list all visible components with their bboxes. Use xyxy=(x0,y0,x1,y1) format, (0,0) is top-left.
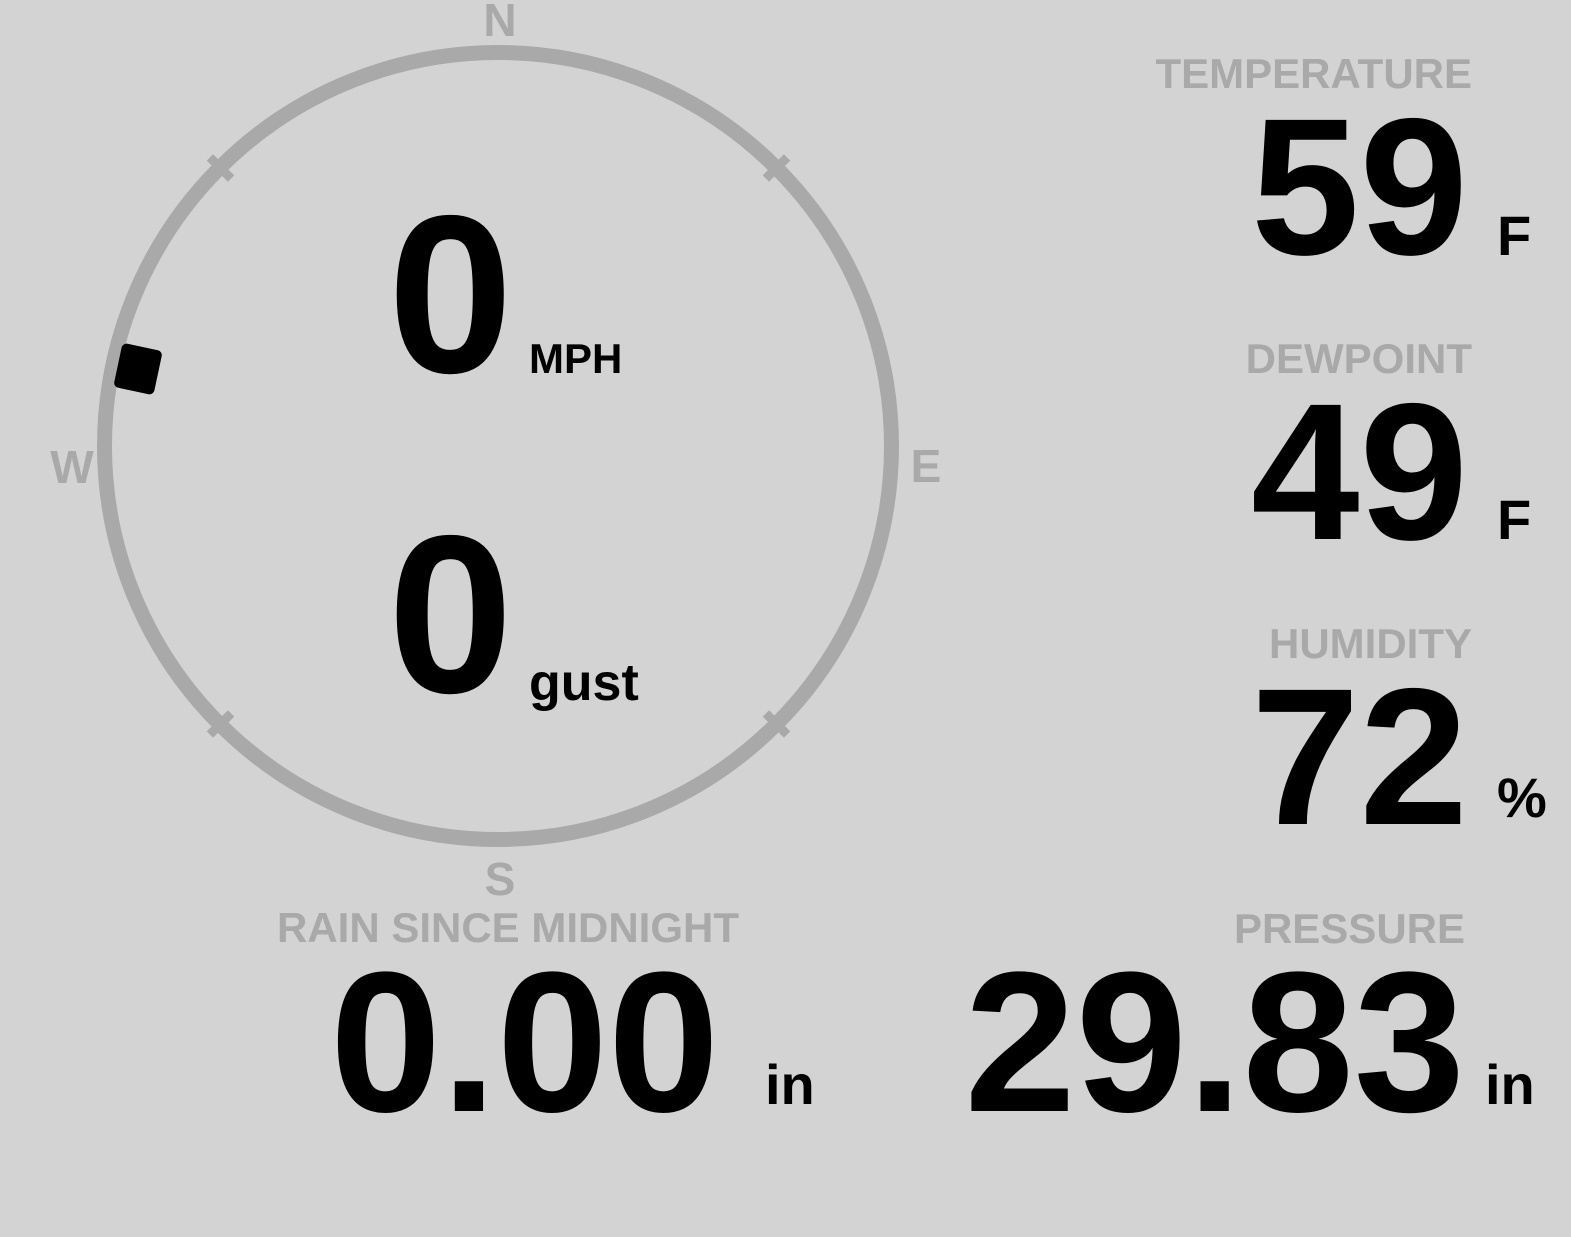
pressure-value: 29.83 xyxy=(964,931,1466,1154)
pressure-unit: in xyxy=(1485,1053,1535,1116)
dewpoint-label: DEWPOINT xyxy=(1245,335,1472,382)
wind-gust-unit: gust xyxy=(529,654,639,712)
humidity-unit: % xyxy=(1497,766,1547,829)
wind-speed-unit: MPH xyxy=(529,335,623,382)
rain-label: RAIN SINCE MIDNIGHT xyxy=(277,904,739,951)
pressure-label: PRESSURE xyxy=(1233,905,1465,952)
dewpoint-value: 49 xyxy=(1251,363,1468,581)
temperature-value: 59 xyxy=(1251,78,1468,296)
compass-label-west: W xyxy=(50,441,94,493)
humidity-value: 72 xyxy=(1251,648,1468,866)
wind-speed-value: 0 xyxy=(387,168,513,420)
compass-label-east: E xyxy=(910,440,942,492)
dewpoint-unit: F xyxy=(1497,488,1532,551)
compass-label-south: S xyxy=(484,853,516,905)
temperature-unit: F xyxy=(1497,204,1532,267)
rain-unit: in xyxy=(765,1053,815,1116)
temperature-label: TEMPERATURE xyxy=(1155,50,1472,97)
humidity-label: HUMIDITY xyxy=(1269,620,1472,667)
wind-gust-value: 0 xyxy=(387,488,513,740)
compass-label-north: N xyxy=(483,0,517,46)
rain-value: 0.00 xyxy=(330,931,720,1154)
